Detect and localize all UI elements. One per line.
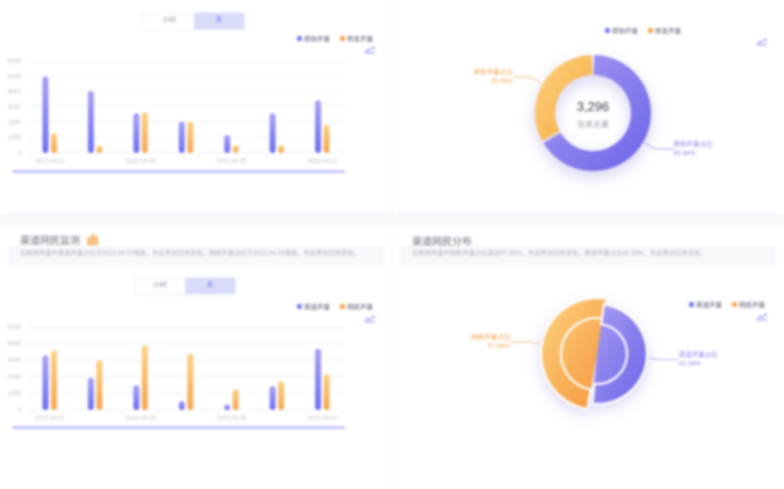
svg-text:57.60%: 57.60% bbox=[488, 343, 510, 350]
svg-text:1000: 1000 bbox=[8, 391, 22, 397]
svg-text:2022.04.01: 2022.04.01 bbox=[35, 416, 66, 422]
svg-text:2022.04.07: 2022.04.07 bbox=[307, 159, 338, 165]
svg-text:0: 0 bbox=[18, 151, 22, 157]
svg-text:1000: 1000 bbox=[8, 136, 22, 142]
svg-text:2022.04.03: 2022.04.03 bbox=[126, 159, 157, 165]
svg-text:3000: 3000 bbox=[8, 105, 22, 111]
svg-text:2000: 2000 bbox=[8, 375, 22, 381]
svg-text:原始声量占比: 原始声量占比 bbox=[673, 139, 713, 148]
svg-text:渠道声量占比: 渠道声量占比 bbox=[679, 350, 719, 359]
svg-text:6000: 6000 bbox=[8, 59, 22, 65]
svg-text:2000: 2000 bbox=[8, 120, 22, 126]
svg-text:4000: 4000 bbox=[8, 342, 22, 348]
svg-text:4000: 4000 bbox=[8, 90, 22, 96]
svg-text:网民声量占比: 网民声量占比 bbox=[471, 332, 511, 341]
svg-text:3000: 3000 bbox=[8, 358, 22, 364]
svg-text:2022.04.07: 2022.04.07 bbox=[307, 416, 338, 422]
svg-text:2022.04.05: 2022.04.05 bbox=[216, 159, 247, 165]
svg-text:5000: 5000 bbox=[8, 325, 22, 331]
svg-text:65.44%: 65.44% bbox=[673, 150, 695, 157]
svg-text:2022.04.05: 2022.04.05 bbox=[216, 416, 247, 422]
svg-text:转发声量占比: 转发声量占比 bbox=[474, 67, 514, 76]
svg-text:信息总量: 信息总量 bbox=[577, 119, 609, 129]
svg-text:2022.04.03: 2022.04.03 bbox=[126, 416, 157, 422]
svg-text:5000: 5000 bbox=[8, 74, 22, 80]
svg-text:3,296: 3,296 bbox=[577, 99, 610, 114]
svg-text:0: 0 bbox=[18, 408, 22, 414]
svg-text:42.39%: 42.39% bbox=[679, 361, 701, 368]
svg-text:2022.04.01: 2022.04.01 bbox=[35, 159, 66, 165]
svg-text:35.56%: 35.56% bbox=[491, 78, 513, 85]
